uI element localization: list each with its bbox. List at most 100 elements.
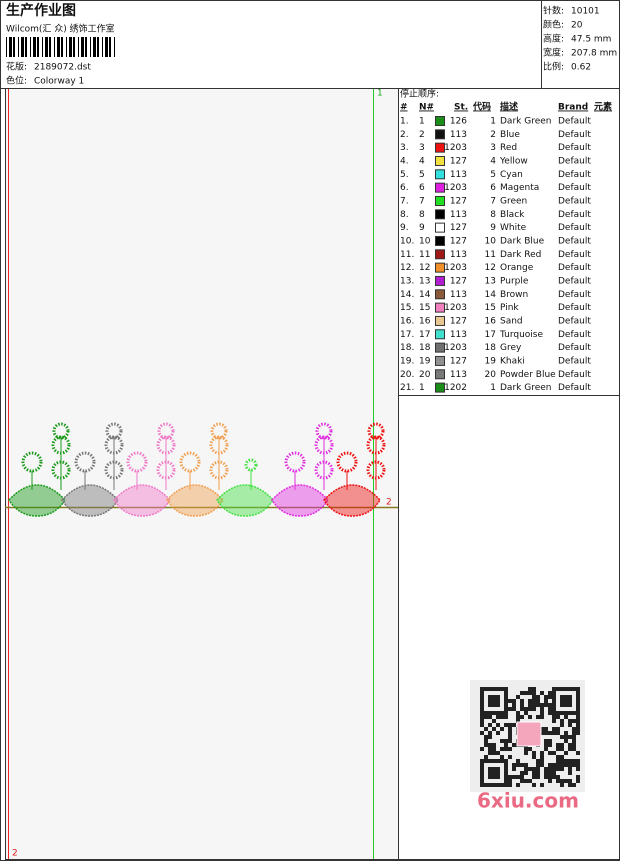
- qr-cell: [488, 723, 492, 727]
- qr-cell: [540, 763, 544, 767]
- color-swatch: [435, 195, 445, 206]
- qr-cell: [504, 699, 508, 703]
- qr-cell: [536, 775, 540, 779]
- flower: [74, 451, 96, 473]
- qr-cell: [508, 755, 512, 759]
- qr-cell: [524, 771, 528, 775]
- qr-cell: [568, 703, 572, 707]
- bar-stripe: [85, 37, 87, 57]
- qr-cell: [572, 739, 576, 743]
- qr-cell: [488, 767, 492, 771]
- qr-cell: [552, 707, 556, 711]
- qr-cell: [520, 699, 524, 703]
- qr-cell: [576, 699, 580, 703]
- qr-cell: [564, 687, 568, 691]
- qr-cell: [520, 715, 524, 719]
- qr-cell: [504, 687, 508, 691]
- qr-cell: [568, 719, 572, 723]
- qr-cell: [480, 771, 484, 775]
- qr-cell: [480, 687, 484, 691]
- qr-cell: [496, 783, 500, 787]
- design-file: 2189072.dst: [34, 63, 91, 73]
- qr-cell: [556, 779, 560, 783]
- qr-cell: [568, 735, 572, 739]
- qr-cell: [484, 783, 488, 787]
- needle: 3: [419, 143, 425, 153]
- qr-cell: [548, 739, 552, 743]
- stitches: 113: [450, 250, 467, 260]
- brand: Default: [558, 223, 591, 233]
- bar-stripe: [21, 37, 24, 57]
- description: Khaki: [500, 356, 525, 366]
- qr-cell: [504, 695, 508, 699]
- needle: 16: [419, 316, 431, 326]
- needle: 11: [419, 250, 430, 260]
- qr-cell: [560, 747, 564, 751]
- needle: 18: [419, 343, 431, 353]
- description: Grey: [500, 343, 522, 353]
- needle: 9: [419, 223, 425, 233]
- qr-cell: [552, 699, 556, 703]
- qr-cell: [496, 731, 500, 735]
- qr-cell: [564, 695, 568, 699]
- qr-cell: [500, 687, 504, 691]
- stitches: 127: [450, 236, 467, 246]
- qr-cell: [536, 771, 540, 775]
- qr-cell: [500, 747, 504, 751]
- qr-cell: [536, 695, 540, 699]
- description: Dark Green: [500, 117, 551, 127]
- qr-cell: [532, 703, 536, 707]
- brand: Default: [558, 263, 591, 273]
- qr-cell: [568, 723, 572, 727]
- description: Purple: [500, 276, 529, 286]
- qr-cell: [536, 703, 540, 707]
- qr-cell: [524, 751, 528, 755]
- stat-value: 47.5 mm: [571, 35, 611, 45]
- code: 17: [485, 330, 496, 340]
- qr-cell: [528, 687, 532, 691]
- qr-cell: [508, 727, 512, 731]
- stitches: 113: [450, 130, 467, 140]
- qr-cell: [564, 699, 568, 703]
- qr-cell: [576, 731, 580, 735]
- code: 16: [485, 316, 497, 326]
- qr-cell: [496, 759, 500, 763]
- qr-cell: [516, 695, 520, 699]
- row-index: 16.: [400, 316, 414, 326]
- code: 19: [485, 356, 497, 366]
- code: 2: [490, 130, 496, 140]
- qr-logo: [516, 721, 542, 747]
- qr-cell: [488, 747, 492, 751]
- bar-stripe: [9, 37, 12, 57]
- stitches: 113: [450, 290, 467, 300]
- qr-cell: [512, 723, 516, 727]
- qr-cell: [560, 763, 564, 767]
- description: Red: [500, 143, 517, 153]
- qr-cell: [500, 739, 504, 743]
- brand: Default: [558, 316, 591, 326]
- qr-cell: [552, 711, 556, 715]
- qr-cell: [564, 731, 568, 735]
- qr-cell: [576, 695, 580, 699]
- qr-cell: [488, 759, 492, 763]
- qr-cell: [492, 751, 496, 755]
- color-swatch: [435, 155, 445, 166]
- qr-cell: [532, 771, 536, 775]
- qr-cell: [500, 711, 504, 715]
- qr-cell: [492, 743, 496, 747]
- qr-cell: [540, 783, 544, 787]
- qr-cell: [540, 751, 544, 755]
- qr-cell: [508, 699, 512, 703]
- qr-cell: [568, 779, 572, 783]
- qr-cell: [560, 711, 564, 715]
- qr-cell: [572, 783, 576, 787]
- qr-cell: [576, 711, 580, 715]
- qr-cell: [480, 699, 484, 703]
- bar-stripe: [42, 37, 43, 57]
- color-swatch: [435, 302, 445, 313]
- column-header: 代码: [472, 101, 491, 113]
- qr-cell: [496, 711, 500, 715]
- bar-stripe: [57, 37, 60, 57]
- qr-cell: [568, 767, 572, 771]
- qr-cell: [500, 783, 504, 787]
